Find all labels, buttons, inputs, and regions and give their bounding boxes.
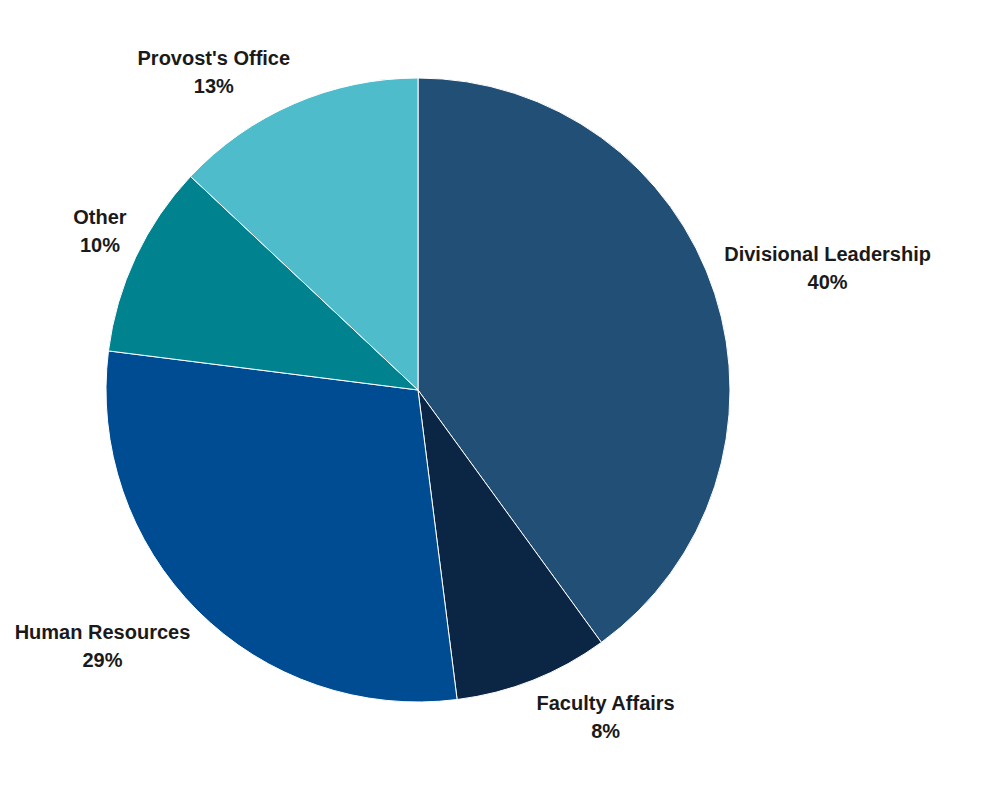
pie-slice [191, 78, 418, 390]
value-label: 29% [82, 649, 122, 671]
slice-label: Provost's Office 13% [138, 47, 291, 97]
slice-label: Divisional Leadership 40% [724, 243, 931, 293]
slices [106, 78, 730, 702]
category-label: Other [73, 206, 127, 228]
labels: Divisional Leadership 40% Faculty Affairs 8… [15, 47, 931, 742]
category-label: Provost's Office [138, 47, 291, 69]
value-label: 10% [80, 234, 120, 256]
chart: Divisional Leadership 40% Faculty Affairs 8… [0, 0, 1000, 789]
pie-slice [106, 351, 457, 702]
slice-label: Faculty Affairs 8% [537, 692, 675, 742]
category-label: Divisional Leadership [724, 243, 931, 265]
slice-label: Human Resources 29% [15, 621, 191, 671]
value-label: 8% [591, 720, 620, 742]
category-label: Faculty Affairs [537, 692, 675, 714]
slice-label: Other 10% [73, 206, 127, 256]
value-label: 13% [194, 75, 234, 97]
value-label: 40% [808, 271, 848, 293]
category-label: Human Resources [15, 621, 191, 643]
